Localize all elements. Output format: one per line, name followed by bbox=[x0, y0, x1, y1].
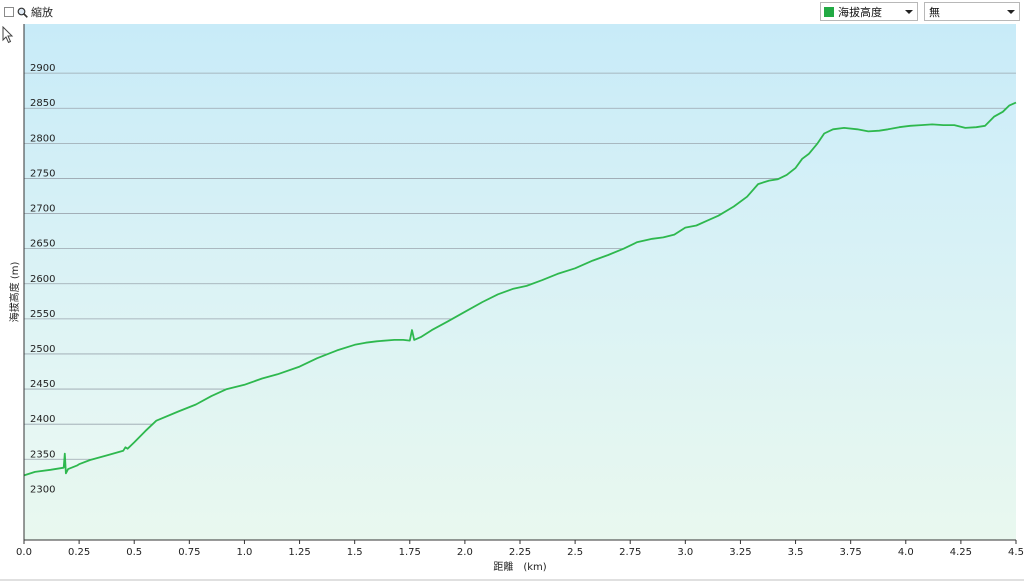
x-tick-label: 4.5 bbox=[1008, 547, 1024, 558]
x-tick-label: 3.25 bbox=[729, 547, 751, 558]
y-tick-label: 2750 bbox=[30, 168, 55, 179]
y-tick-label: 2400 bbox=[30, 414, 55, 425]
x-tick-label: 1.5 bbox=[347, 547, 363, 558]
bottom-divider bbox=[0, 579, 1024, 581]
compare-select[interactable]: 無 bbox=[924, 2, 1020, 21]
y-tick-label: 2850 bbox=[30, 98, 55, 109]
x-tick-label: 2.0 bbox=[457, 547, 473, 558]
y-tick-label: 2550 bbox=[30, 309, 55, 320]
x-tick-label: 2.25 bbox=[509, 547, 531, 558]
y-tick-label: 2450 bbox=[30, 379, 55, 390]
chevron-down-icon bbox=[1007, 10, 1015, 14]
tick-labels: 2300 2350 2400 2450 2500 2550 2600 2650 2700 2750… bbox=[16, 63, 1024, 558]
chevron-down-icon bbox=[905, 10, 913, 14]
y-tick-label: 2350 bbox=[30, 449, 55, 460]
y-tick-label: 2900 bbox=[30, 63, 55, 74]
x-tick-label: 0.5 bbox=[126, 547, 142, 558]
elevation-area bbox=[24, 102, 1016, 540]
x-tick-label: 0.25 bbox=[68, 547, 90, 558]
x-tick-label: 4.0 bbox=[898, 547, 914, 558]
x-tick-label: 1.25 bbox=[288, 547, 310, 558]
magnifier-icon bbox=[17, 7, 28, 18]
elevation-line bbox=[23, 101, 1017, 477]
x-tick-label: 2.5 bbox=[567, 547, 583, 558]
y-tick-label: 2800 bbox=[30, 133, 55, 144]
toolbar: 縮放 海拔高度 無 bbox=[0, 0, 1024, 24]
x-tick-label: 1.75 bbox=[399, 547, 421, 558]
compare-select-value: 無 bbox=[929, 5, 940, 19]
x-tick-label: 4.25 bbox=[950, 547, 972, 558]
x-tick-label: 2.75 bbox=[619, 547, 641, 558]
zoom-checkbox[interactable] bbox=[4, 7, 14, 17]
y-tick-label: 2650 bbox=[30, 239, 55, 250]
series-select[interactable]: 海拔高度 bbox=[820, 2, 918, 21]
y-tick-label: 2300 bbox=[30, 484, 55, 495]
x-tick-label: 1.0 bbox=[236, 547, 252, 558]
zoom-toggle[interactable]: 縮放 bbox=[4, 4, 53, 20]
mouse-pointer-icon bbox=[2, 26, 14, 44]
y-tick-label: 2600 bbox=[30, 274, 55, 285]
x-tick-label: 3.0 bbox=[677, 547, 693, 558]
axes bbox=[23, 24, 1017, 544]
y-axis-label: 海拔高度 (m) bbox=[8, 262, 21, 323]
x-tick-label: 0.0 bbox=[16, 547, 32, 558]
zoom-label: 縮放 bbox=[31, 6, 53, 19]
series-select-value: 海拔高度 bbox=[838, 5, 882, 19]
y-tick-label: 2500 bbox=[30, 344, 55, 355]
x-tick-label: 3.75 bbox=[840, 547, 862, 558]
x-tick-label: 3.5 bbox=[788, 547, 804, 558]
x-axis-label: 距離 (km) bbox=[493, 560, 546, 573]
y-tick-label: 2700 bbox=[30, 204, 55, 215]
series-color-swatch bbox=[824, 6, 834, 17]
x-tick-label: 0.75 bbox=[178, 547, 200, 558]
